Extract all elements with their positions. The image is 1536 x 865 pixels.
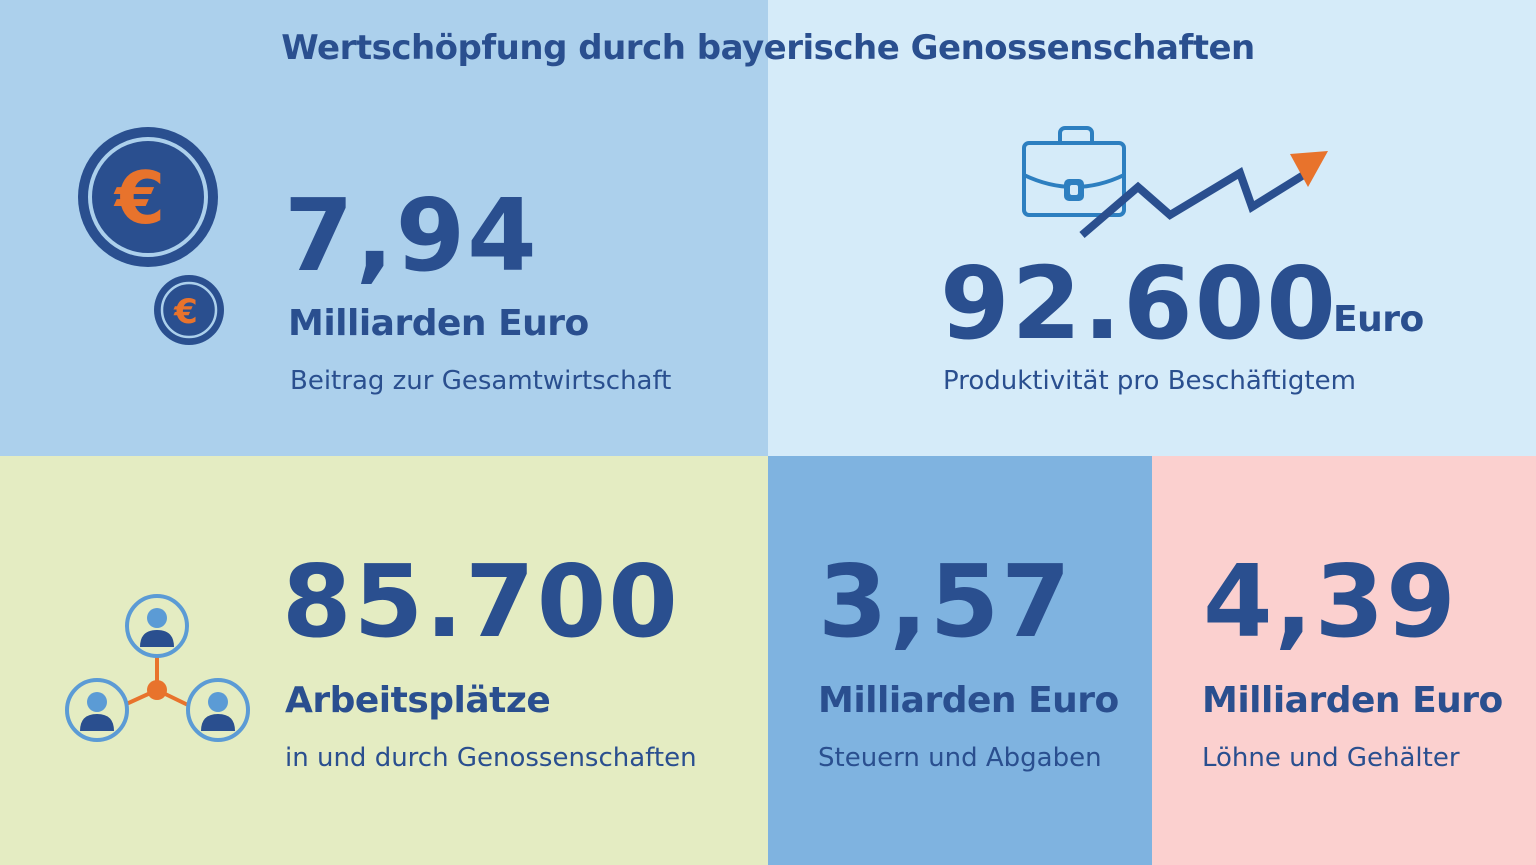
- panel-produktivitaet: [768, 0, 1536, 456]
- produktivitaet-unit: Euro: [1333, 299, 1424, 340]
- steuern-description: Steuern und Abgaben: [818, 743, 1102, 773]
- person-icon-left: [65, 678, 129, 742]
- loehne-unit: Milliarden Euro: [1202, 680, 1503, 721]
- person-icon-top: [125, 594, 189, 658]
- gesamtwirtschaft-description: Beitrag zur Gesamtwirtschaft: [290, 366, 672, 396]
- euro-coins-icon: € €: [78, 127, 224, 345]
- panel-arbeitsplaetze: [0, 456, 768, 865]
- svg-text:€: €: [173, 292, 198, 332]
- loehne-description: Löhne und Gehälter: [1202, 743, 1460, 773]
- produktivitaet-value: 92.600: [940, 245, 1338, 362]
- panel-steuern: [768, 456, 1152, 865]
- svg-text:€: €: [113, 156, 165, 240]
- briefcase-growth-icon: [1022, 126, 1328, 239]
- panel-loehne: [1152, 456, 1536, 865]
- arbeitsplaetze-value: 85.700: [282, 543, 680, 660]
- produktivitaet-description: Produktivität pro Beschäftigtem: [943, 366, 1356, 396]
- arbeitsplaetze-description: in und durch Genossenschaften: [285, 743, 697, 773]
- page-title: Wertschöpfung durch bayerische Genossens…: [281, 28, 1255, 68]
- people-network-icon: [65, 594, 250, 742]
- loehne-value: 4,39: [1203, 543, 1458, 660]
- steuern-unit: Milliarden Euro: [818, 680, 1119, 721]
- gesamtwirtschaft-value: 7,94: [284, 177, 539, 294]
- gesamtwirtschaft-unit: Milliarden Euro: [288, 303, 589, 344]
- steuern-value: 3,57: [818, 543, 1073, 660]
- arbeitsplaetze-unit: Arbeitsplätze: [285, 680, 551, 721]
- person-icon-right: [186, 678, 250, 742]
